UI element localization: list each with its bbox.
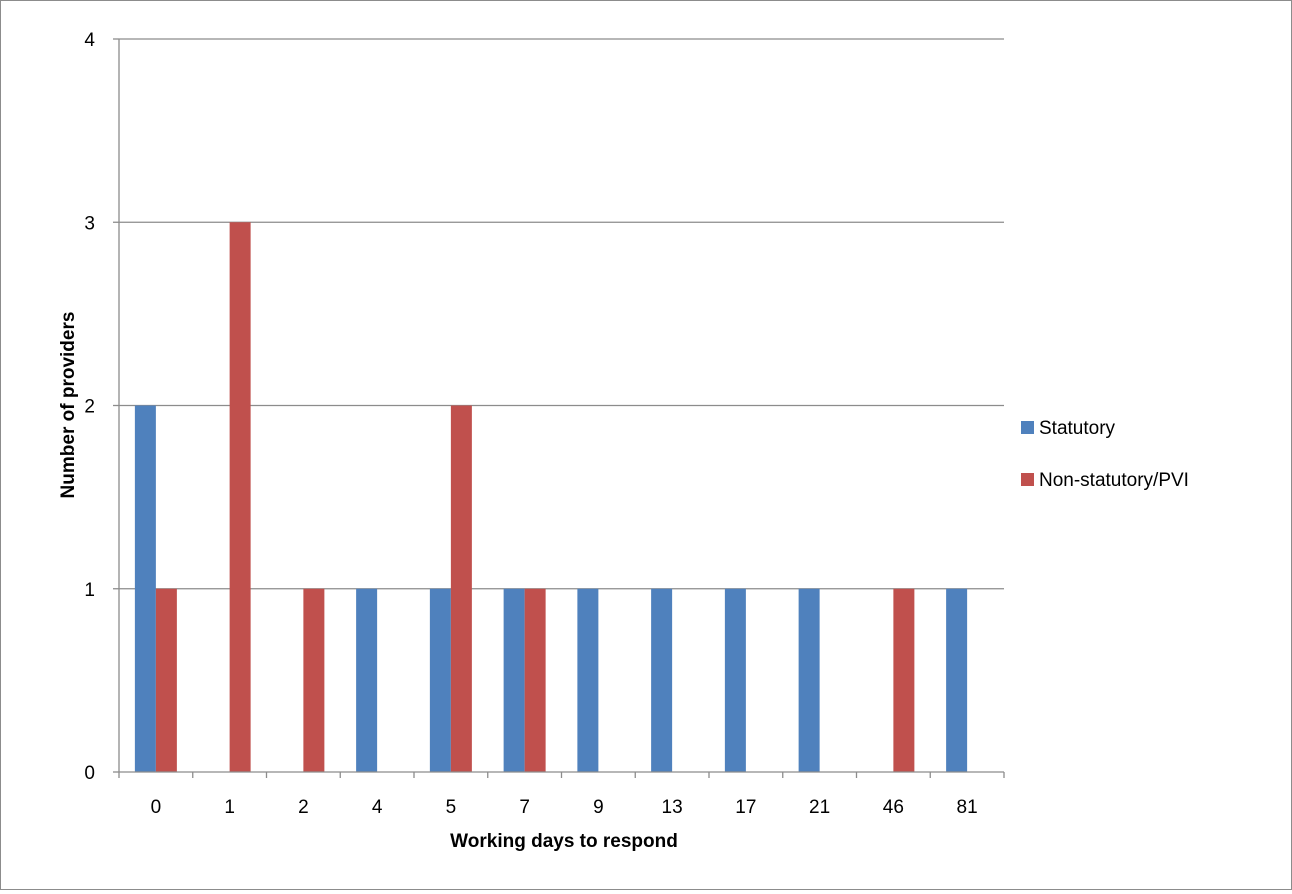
- bar-statutory-0: [134, 405, 156, 772]
- tick-labels: 0 1 2 3 4 0 1 2 4 5 7 9 13 17 21 46 81: [84, 30, 977, 818]
- y-tick-label-2: 2: [84, 397, 95, 418]
- bar-statutory-17: [724, 588, 746, 772]
- bar-statutory-21: [798, 588, 820, 772]
- y-tick-label-0: 0: [84, 763, 95, 784]
- bar-statutory-81: [946, 588, 968, 772]
- x-axis-title: Working days to respond: [450, 831, 678, 852]
- bar-non-statutory-pvi-0: [155, 588, 177, 772]
- bar-non-statutory-pvi-7: [524, 588, 546, 772]
- x-tick-label-5: 5: [446, 797, 457, 818]
- axes: [113, 38, 1005, 778]
- legend-label-non-statutory-pvi: Non-statutory/PVI: [1039, 470, 1189, 491]
- x-tick-label-46: 46: [883, 797, 904, 818]
- bar-non-statutory-pvi-1: [229, 222, 251, 772]
- x-tick-label-2: 2: [298, 797, 309, 818]
- x-tick-label-7: 7: [519, 797, 530, 818]
- x-tick-label-21: 21: [809, 797, 830, 818]
- x-tick-label-17: 17: [735, 797, 756, 818]
- x-tick-label-4: 4: [372, 797, 383, 818]
- legend-swatch-statutory: [1021, 421, 1034, 434]
- legend: Statutory Non-statutory/PVI: [1021, 418, 1189, 491]
- bar-statutory-5: [429, 588, 451, 772]
- y-tick-label-1: 1: [84, 580, 95, 601]
- legend-label-statutory: Statutory: [1039, 418, 1116, 439]
- y-axis-title: Number of providers: [58, 312, 79, 499]
- legend-swatch-non-statutory-pvi: [1021, 473, 1034, 486]
- x-tick-label-81: 81: [957, 797, 978, 818]
- y-tick-label-4: 4: [84, 30, 95, 51]
- bar-non-statutory-pvi-46: [893, 588, 915, 772]
- bar-non-statutory-pvi-2: [303, 588, 325, 772]
- x-tick-label-1: 1: [224, 797, 235, 818]
- bar-statutory-13: [651, 588, 673, 772]
- bar-statutory-9: [577, 588, 599, 772]
- y-tick-label-3: 3: [84, 213, 95, 234]
- x-tick-label-13: 13: [662, 797, 683, 818]
- x-tick-label-0: 0: [151, 797, 162, 818]
- x-tick-label-9: 9: [593, 797, 604, 818]
- bar-statutory-7: [503, 588, 525, 772]
- bar-statutory-4: [356, 588, 378, 772]
- gridlines: [119, 38, 1004, 590]
- bars: [134, 222, 968, 772]
- bar-non-statutory-pvi-5: [450, 405, 472, 772]
